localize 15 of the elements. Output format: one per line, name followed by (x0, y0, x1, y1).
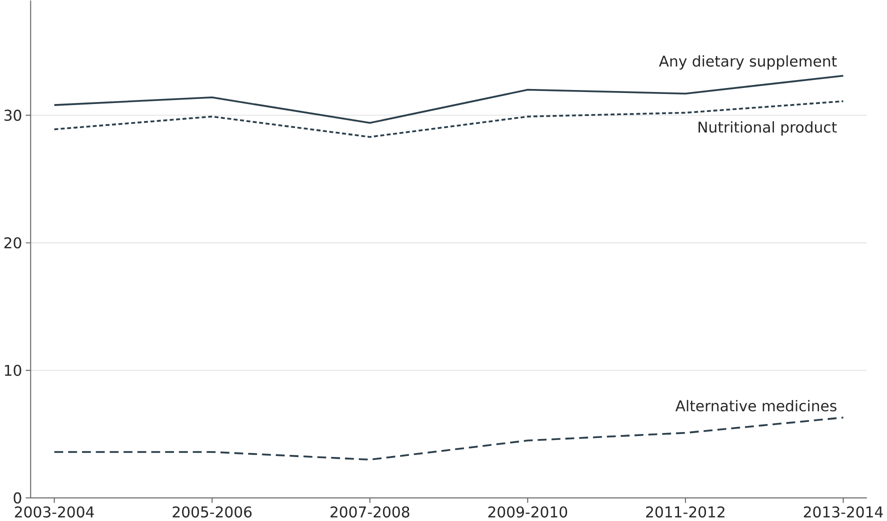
x-tick-label: 2011-2012 (646, 506, 724, 518)
y-tick-label: 20 (4, 237, 22, 248)
x-tick-label: 2013-2014 (804, 506, 883, 518)
x-tick-label: 2003-2004 (14, 506, 94, 518)
y-tick-label: 0 (14, 492, 22, 504)
x-tick-label: 2007-2008 (330, 506, 410, 518)
y-tick-label: 10 (4, 364, 22, 376)
x-tick-label: 2009-2010 (488, 506, 568, 518)
series-label: Any dietary supplement (658, 55, 837, 70)
series-label: Nutritional product (698, 121, 837, 136)
y-tick-label: 30 (4, 110, 22, 121)
x-tick-label: 2005-2006 (172, 506, 252, 518)
line-series (53, 100, 844, 138)
series-label: Alternative medicines (675, 400, 836, 412)
line-series (53, 416, 844, 461)
